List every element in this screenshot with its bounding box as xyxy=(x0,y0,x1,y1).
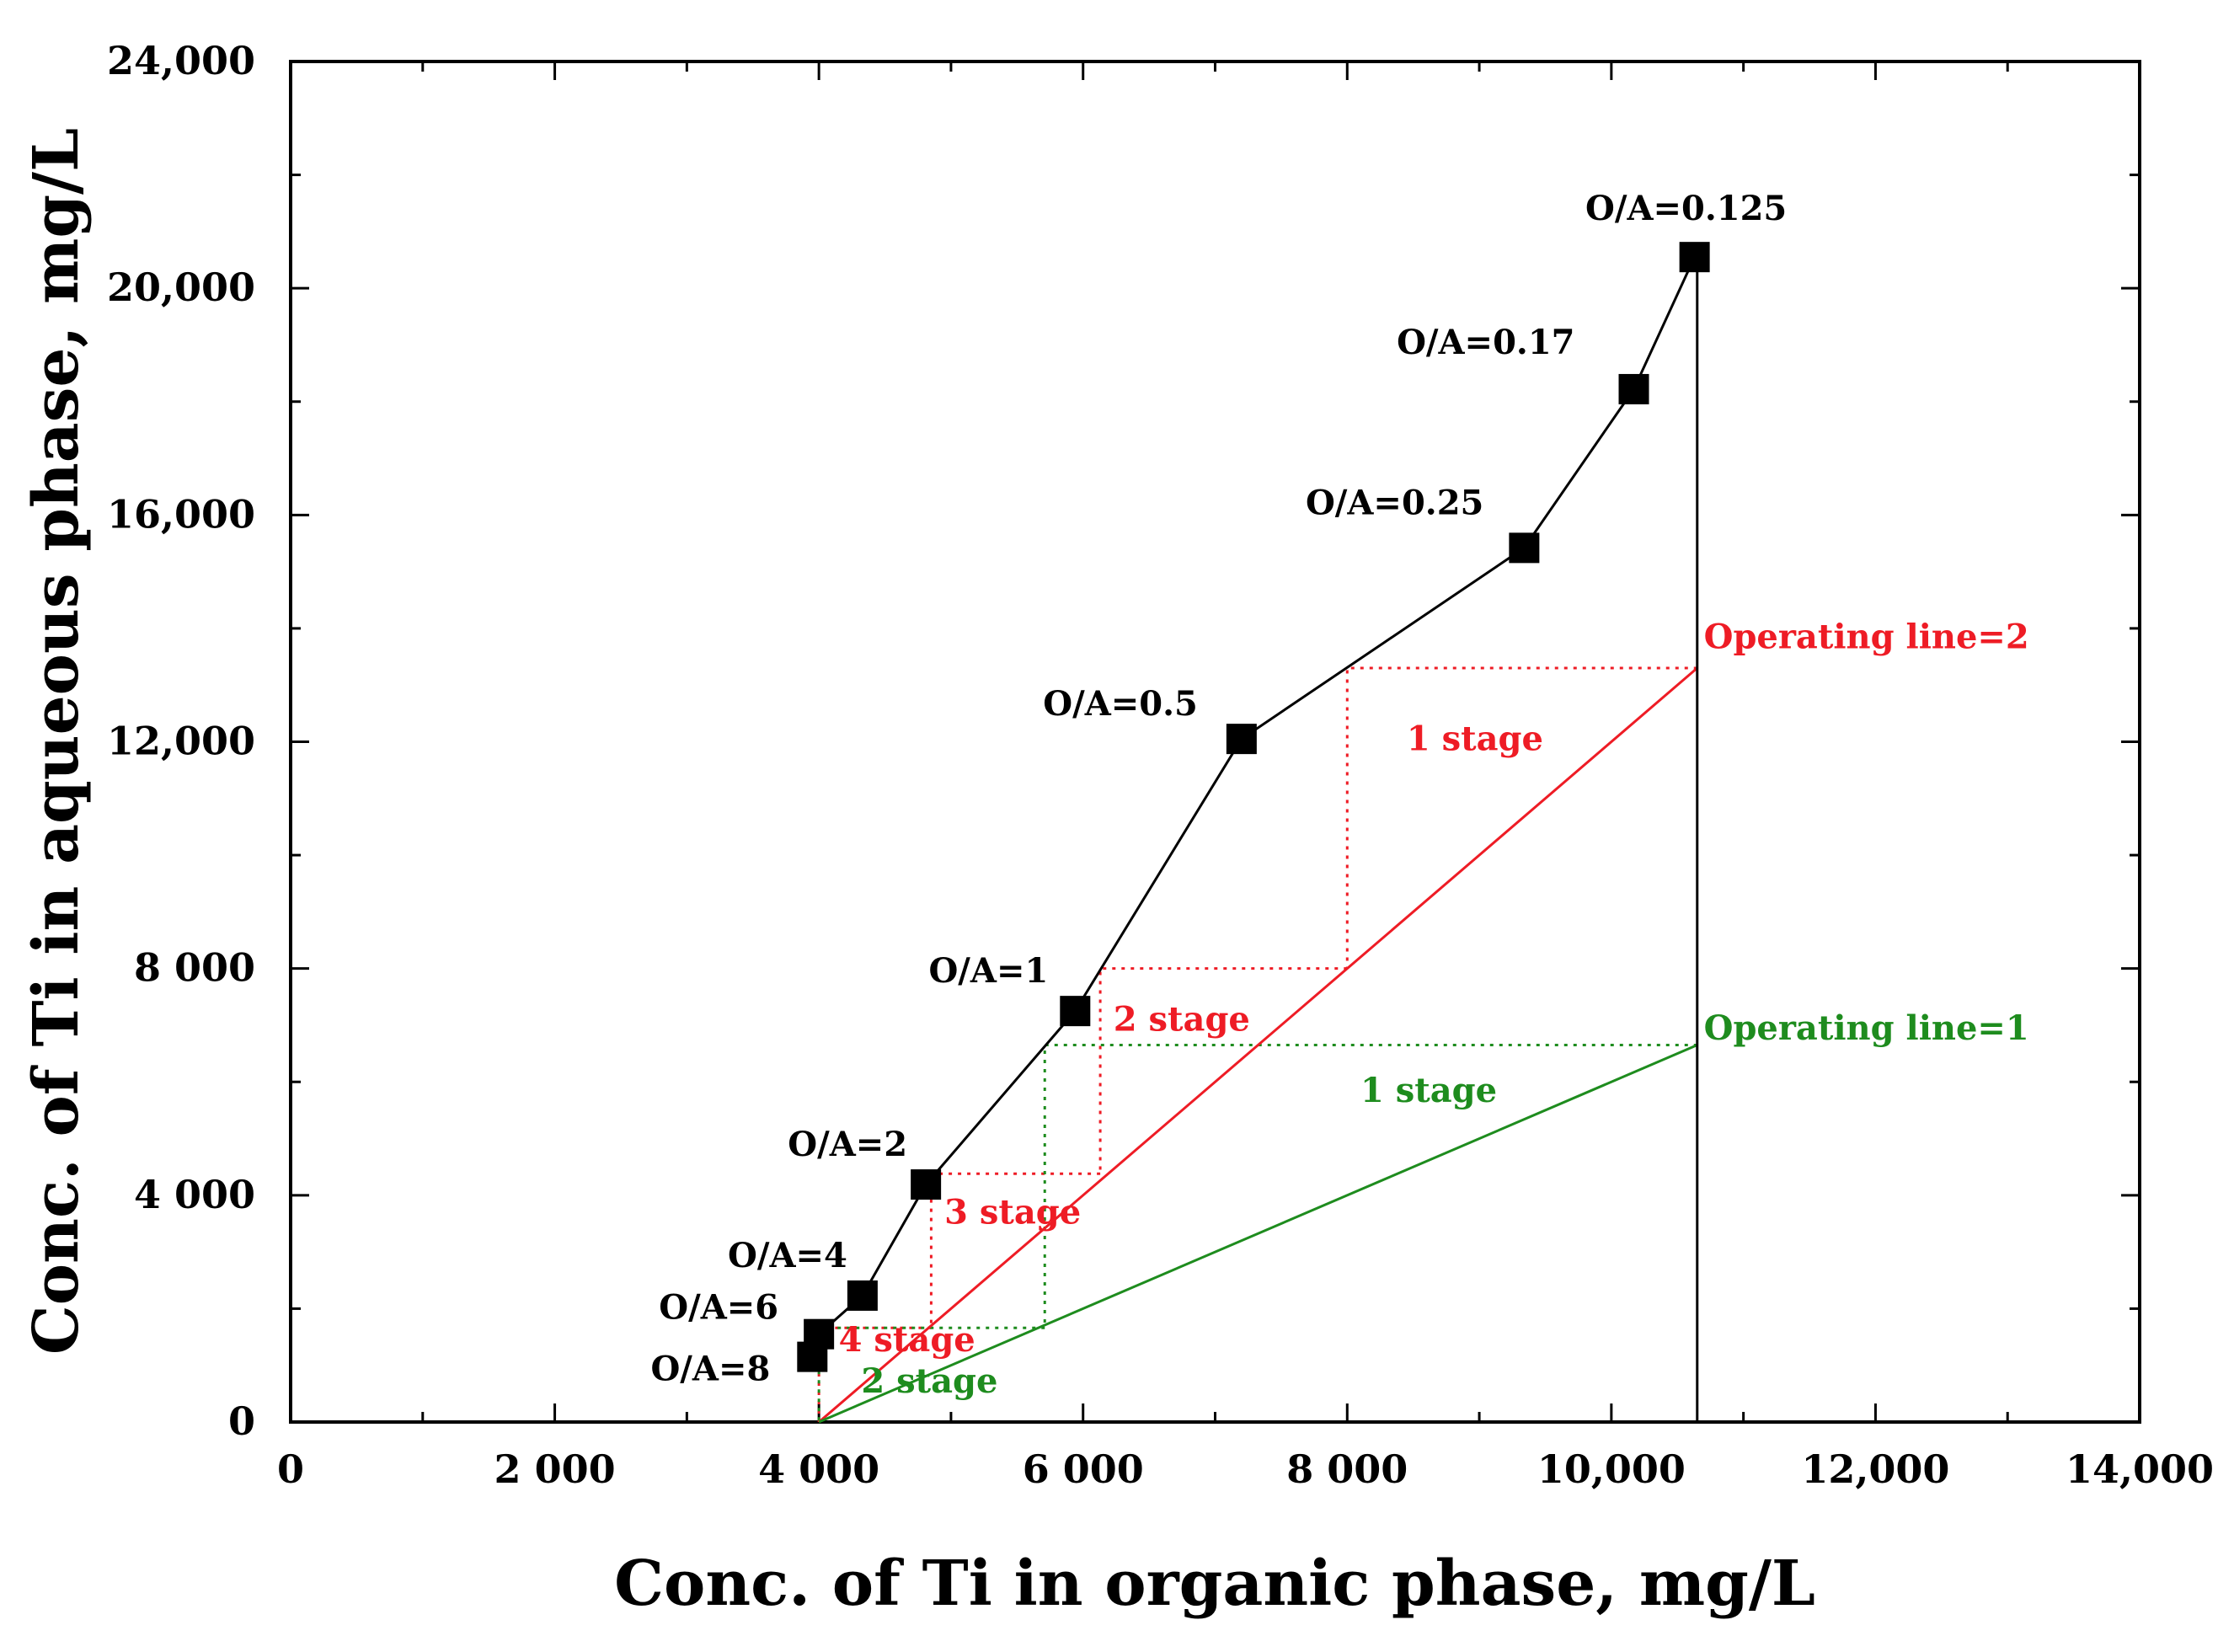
data-markers xyxy=(797,242,1710,1372)
y-axis-title: Conc. of Ti in aqueous phase, mg/L xyxy=(20,128,93,1355)
stage-step xyxy=(817,1326,1045,1422)
data-marker xyxy=(1679,242,1710,273)
data-marker xyxy=(1060,996,1091,1027)
x-tick-label: 2 000 xyxy=(494,1446,616,1492)
annotation: 1 stage xyxy=(1407,719,1543,759)
annotation: Operating line=1 xyxy=(1704,1008,2029,1048)
annotation: Operating line=2 xyxy=(1704,617,2029,656)
plot-frame xyxy=(289,60,2141,1424)
x-tick-label: 14,000 xyxy=(2066,1446,2214,1492)
data-marker xyxy=(847,1280,878,1311)
point-label: O/A=8 xyxy=(650,1350,770,1389)
y-tick-label: 12,000 xyxy=(107,719,255,764)
point-label: O/A=0.125 xyxy=(1585,189,1787,228)
operating-line xyxy=(818,666,1698,1424)
data-marker xyxy=(911,1169,942,1200)
series-lines xyxy=(810,256,1699,1424)
x-tick-label: 12,000 xyxy=(1801,1446,1949,1492)
x-tick-label: 10,000 xyxy=(1537,1446,1686,1492)
x-axis-title: Conc. of Ti in organic phase, mg/L xyxy=(614,1548,1815,1620)
data-marker xyxy=(1226,724,1257,755)
y-tick-label: 24,000 xyxy=(107,38,255,83)
y-tick-label: 20,000 xyxy=(107,265,255,310)
annotation: 3 stage xyxy=(944,1192,1081,1232)
y-tick-label: 4 000 xyxy=(134,1172,255,1217)
x-tick-label: 8 000 xyxy=(1286,1446,1408,1492)
point-label: O/A=1 xyxy=(928,951,1048,991)
data-marker xyxy=(804,1318,835,1350)
x-tick-label: 4 000 xyxy=(758,1446,879,1492)
y-axis-ticks: 0 4 000 8 000 12,000 16,000 20,000 24,000 xyxy=(107,38,2140,1444)
data-marker xyxy=(1618,373,1649,404)
data-marker xyxy=(1509,532,1540,564)
y-tick-label: 8 000 xyxy=(134,945,255,991)
x-tick-label: 6 000 xyxy=(1023,1446,1144,1492)
data-labels: O/A=8 O/A=6 O/A=4 O/A=2 O/A=1 O/A=0.5 O/A=0.25… xyxy=(650,189,2028,1401)
x-tick-label: 0 xyxy=(277,1446,304,1492)
point-label: O/A=0.17 xyxy=(1397,323,1574,362)
annotation: 2 stage xyxy=(1114,1000,1250,1040)
point-label: O/A=4 xyxy=(728,1236,847,1275)
y-tick-label: 16,000 xyxy=(107,491,255,537)
y-tick-label: 0 xyxy=(228,1398,255,1444)
annotation: 2 stage xyxy=(861,1361,997,1401)
point-label: O/A=6 xyxy=(659,1288,778,1328)
annotation: 1 stage xyxy=(1360,1071,1497,1110)
x-axis-ticks: 0 2 000 4 000 6 000 8 000 10,000 12,000 14,000 xyxy=(277,61,2214,1492)
point-label: O/A=0.5 xyxy=(1043,684,1198,724)
operating-line xyxy=(818,1044,1698,1424)
point-label: O/A=2 xyxy=(788,1125,907,1164)
annotation: 4 stage xyxy=(839,1320,975,1360)
point-label: O/A=0.25 xyxy=(1306,483,1483,522)
